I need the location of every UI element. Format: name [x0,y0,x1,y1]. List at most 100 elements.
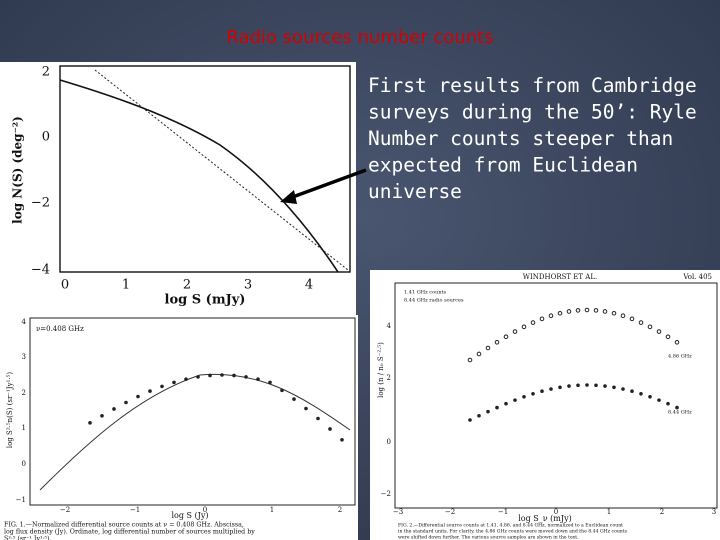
text-line: Number counts steeper than [368,127,673,150]
text-line: expected from Euclidean [368,154,638,177]
scan-point [256,377,260,381]
x-tick-label: 3 [712,508,716,516]
scan-point [602,309,608,314]
scan-point [477,413,481,418]
scan-point [665,334,671,340]
x-tick-label: 1 [122,278,130,293]
scan-point [674,339,680,345]
x-tick-label: 4 [305,278,313,293]
scan-point [340,437,344,442]
y-tick-label: 2 [22,389,26,397]
x-label: log S (Jy) [171,511,208,520]
scan-point [220,373,224,377]
y-label: log (n / n₀ S⁻²·⁵) [377,342,385,398]
scan-point [88,421,92,425]
y-tick-label: 3 [22,353,26,361]
caption: FIG. 2.—Differential source counts at 1.… [398,523,628,540]
scan-point [136,394,140,399]
scan-point [486,409,490,414]
scan-point [540,389,544,393]
scan-point [549,387,553,391]
x-tick-label: −2 [60,506,70,514]
scan-point [208,373,212,378]
scan-point [594,383,598,388]
scan-point [112,407,116,411]
y-tick-label: 0 [42,130,50,145]
caption-line: in the standard units. For clarity, the … [398,529,628,535]
scan-point [612,385,616,390]
scan-point [675,405,679,410]
scan-point [522,394,526,399]
x-tick-label: 2 [183,278,191,293]
plot-frame [59,65,351,273]
scan-point [557,310,563,316]
volume: Vol. 405 [682,273,712,281]
scan-point [521,324,527,330]
y-tick-label: 0 [387,438,391,446]
y-tick-label: −2 [381,490,391,498]
text-line: universe [368,180,462,203]
scan-point [503,334,509,340]
euclidean-line [94,69,349,271]
count-curve [59,79,339,273]
scan-point [611,310,617,316]
x-tick-label: −1 [498,508,508,516]
slide-text: First results from Cambridge surveys duri… [368,74,697,203]
arrow-head [280,190,297,204]
scan-point [548,313,554,319]
scan-point [566,309,572,314]
scan-point [512,329,518,334]
x-tick-label: 2 [660,508,664,516]
y-tick-label: 4 [22,318,27,326]
caption-line: S²·⁵ (sr⁻¹ Jy¹·⁵). [4,536,52,540]
scan-point [148,389,152,393]
x-label: log S (mJy) [165,293,246,308]
scan-point [244,375,248,379]
y-label: log N(S) (deg⁻²) [11,116,25,224]
scan-point [620,313,626,319]
scan-point [530,320,536,325]
scan-point [603,384,607,388]
caption: FIG. 1.—Normalized differential source c… [4,522,255,540]
scan-point [585,383,589,387]
scan-point [567,384,571,388]
figure-panel [0,62,356,318]
scan-point [648,394,652,399]
caption-line: FIG. 1.—Normalized differential source c… [4,522,244,529]
scan-point [316,416,320,421]
x-tick-label: −1 [130,506,140,514]
annotation: ν=0.408 GHz [36,325,84,333]
x-tick-label: 1 [270,506,274,514]
scan-point [531,392,535,396]
scan-point [513,398,517,402]
scan-point [494,339,500,345]
scan-point [292,397,296,401]
legend-entry: 8.44 GHz radio sources [404,298,464,304]
figure-panel [0,315,358,540]
caption-line: log flux density (Jy). Ordinate, log dif… [4,529,255,536]
scan-point [638,320,644,325]
scan-point [196,375,200,379]
y-tick-label: 2 [387,374,391,382]
scan-point [639,392,643,396]
figure-panel [370,270,720,540]
plot-frame [29,317,356,506]
series-label: 8.44 GHz [668,410,692,416]
caption-line: were shifted down further. The various s… [398,535,579,540]
scan-point [593,308,599,313]
scan-point [467,357,473,363]
scan-point [476,351,482,357]
y-tick-label: 1 [22,424,26,432]
scan-point [124,400,128,405]
x-tick-label: 0 [61,278,69,293]
text-line: First results from Cambridge [368,74,697,97]
x-tick-label: 2 [338,506,342,514]
y-tick-label: −1 [16,496,26,504]
scan-point [647,324,653,330]
y-tick-label: 0 [22,460,26,468]
scan-point [184,377,188,381]
legend-entry: 1.41 GHz counts [404,290,447,296]
y-tick-label: −2 [31,196,50,211]
scan-point [558,385,562,390]
